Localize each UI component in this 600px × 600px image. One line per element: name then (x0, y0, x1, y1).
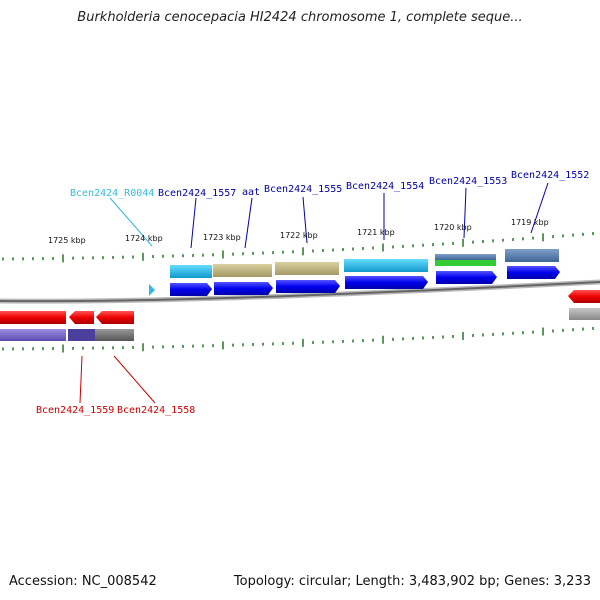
scale-label: 1725 kbp (48, 236, 86, 245)
gene-label-aat[interactable]: aat (242, 187, 260, 198)
gene-arrow-forward[interactable] (507, 266, 560, 279)
inner-tick-row (2, 326, 594, 353)
feature-bar (0, 329, 66, 341)
scale-label: 1724 kbp (125, 234, 163, 243)
feature-bar (213, 264, 272, 277)
scale-label: 1722 kbp (280, 231, 318, 240)
feature-bar (435, 254, 496, 260)
gene-labels: Bcen2424_R0044 Bcen2424_1557 aat Bcen242… (36, 170, 589, 416)
gene-label-bcen2424-r0044[interactable]: Bcen2424_R0044 (70, 188, 154, 199)
scale-label: 1720 kbp (434, 223, 472, 232)
feature-bar (275, 262, 339, 275)
gene-label-bcen2424-1555[interactable]: Bcen2424_1555 (264, 184, 342, 195)
gene-arrow-forward[interactable] (436, 271, 497, 284)
genome-summary-text: Topology: circular; Length: 3,483,902 bp… (233, 574, 591, 589)
feature-bar (505, 249, 559, 262)
sequence-backbone-core (0, 281, 600, 303)
label-leader-lines (79, 182, 549, 404)
gene-label-bcen2424-1552[interactable]: Bcen2424_1552 (511, 170, 589, 181)
trna-arrow[interactable] (149, 284, 155, 296)
gene-label-bcen2424-1553[interactable]: Bcen2424_1553 (429, 176, 507, 187)
gene-arrow-reverse[interactable] (568, 290, 600, 303)
scale-label: 1719 kbp (511, 218, 549, 227)
feature-bar (170, 265, 212, 278)
scale-label: 1723 kbp (203, 233, 241, 242)
reverse-genes (0, 290, 600, 324)
feature-bar (68, 329, 95, 341)
gene-arrow-forward[interactable] (276, 280, 340, 293)
forward-genes (149, 266, 560, 296)
outer-tick-row (2, 232, 594, 263)
gene-label-bcen2424-1559[interactable]: Bcen2424_1559 (36, 405, 114, 416)
feature-bars-lower (0, 308, 600, 341)
feature-bar (435, 260, 496, 266)
gene-label-bcen2424-1558[interactable]: Bcen2424_1558 (117, 405, 195, 416)
scale-labels: 1725 kbp 1724 kbp 1723 kbp 1722 kbp 1721… (48, 218, 549, 245)
gene-arrow-forward[interactable] (345, 276, 428, 289)
scale-label: 1721 kbp (357, 228, 395, 237)
gene-arrow-reverse[interactable] (69, 311, 94, 324)
gene-arrow-reverse[interactable] (96, 311, 134, 324)
gene-arrow-forward[interactable] (214, 282, 273, 295)
feature-bar (569, 308, 600, 320)
accession-text: Accession: NC_008542 (9, 574, 157, 589)
feature-bar (344, 259, 428, 272)
map-title: Burkholderia cenocepacia HI2424 chromoso… (77, 10, 523, 25)
gene-label-bcen2424-1557[interactable]: Bcen2424_1557 (158, 188, 236, 199)
gene-arrow-reverse[interactable] (0, 311, 66, 324)
gene-label-bcen2424-1554[interactable]: Bcen2424_1554 (346, 181, 424, 192)
feature-bar (95, 329, 134, 341)
feature-bars-upper (170, 249, 559, 278)
gene-arrow-forward[interactable] (170, 283, 212, 296)
